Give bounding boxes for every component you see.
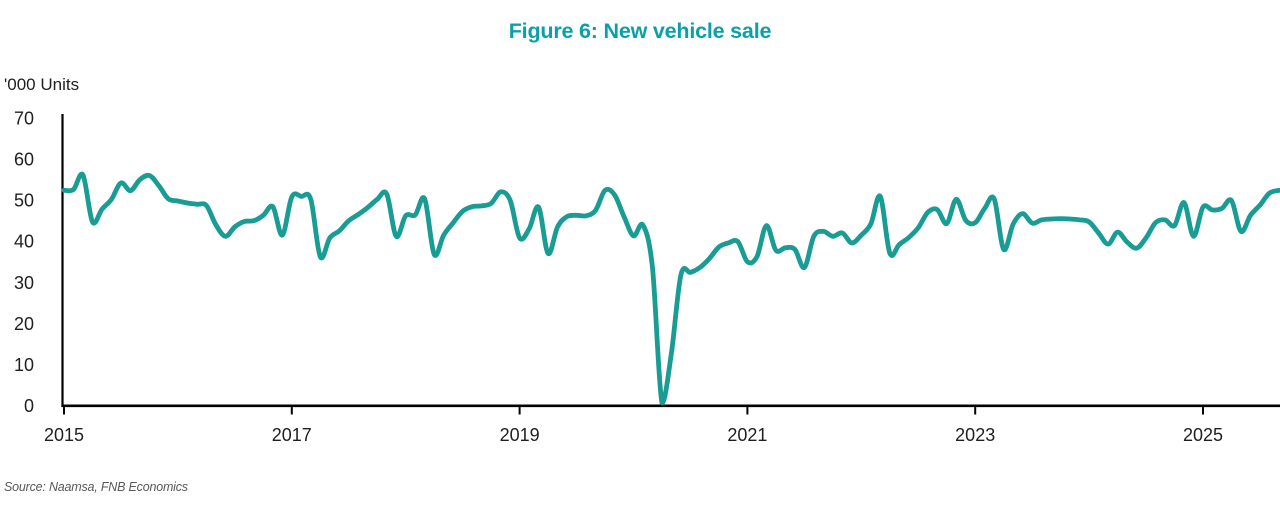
x-tick-label-2021: 2021 xyxy=(727,425,767,445)
y-axis-units-label: '000 Units xyxy=(4,75,80,94)
y-tick-label-20: 20 xyxy=(14,314,34,334)
source-note: Source: Naamsa, FNB Economics xyxy=(4,480,188,494)
y-tick-label-10: 10 xyxy=(14,355,34,375)
y-axis-tick-labels: 0 10 20 30 40 50 60 70 xyxy=(14,109,34,417)
y-tick-label-30: 30 xyxy=(14,273,34,293)
x-tick-label-2023: 2023 xyxy=(955,425,995,445)
y-tick-label-0: 0 xyxy=(24,396,34,416)
x-tick-label-2017: 2017 xyxy=(272,425,312,445)
x-tick-label-2019: 2019 xyxy=(500,425,540,445)
y-tick-label-60: 60 xyxy=(14,150,34,170)
x-axis-tick-labels: 2015 2017 2019 2021 2023 2025 xyxy=(44,425,1223,445)
y-tick-label-50: 50 xyxy=(14,191,34,211)
x-axis-tick-marks xyxy=(63,407,1204,415)
chart-title: Figure 6: New vehicle sale xyxy=(508,19,772,43)
y-tick-label-40: 40 xyxy=(14,232,34,252)
x-tick-label-2015: 2015 xyxy=(44,425,84,445)
vehicle-sales-line-series xyxy=(61,171,1280,406)
x-tick-label-2025: 2025 xyxy=(1183,425,1223,445)
y-tick-label-70: 70 xyxy=(14,109,34,129)
